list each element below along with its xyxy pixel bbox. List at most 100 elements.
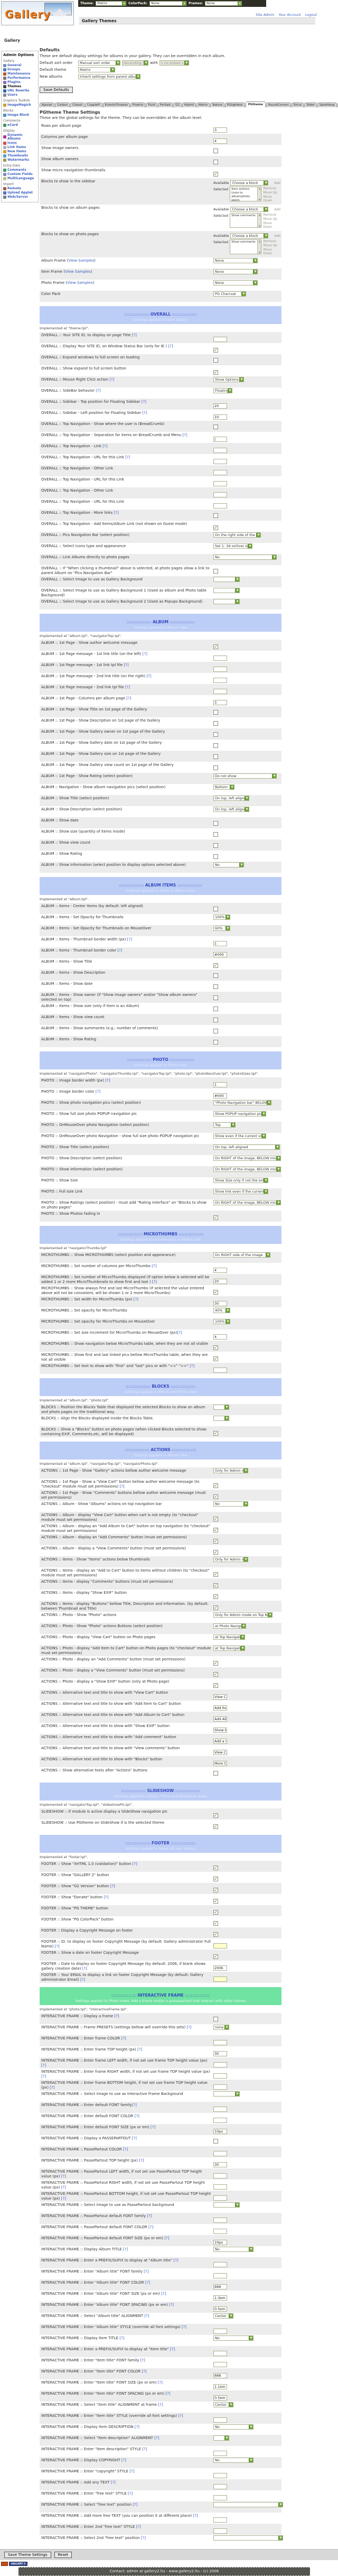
unchecked-checkbox[interactable] <box>213 569 218 574</box>
help-link[interactable]: [?] <box>121 2036 126 2041</box>
setting-input[interactable] <box>213 2395 227 2400</box>
unchecked-checkbox[interactable] <box>213 754 218 759</box>
setting-select[interactable]: none ▼ <box>213 2025 229 2030</box>
userbar-link-your-account[interactable]: Your Account <box>278 13 301 17</box>
setting-select[interactable]: Show POPUP navigation pic ▼ <box>213 1111 266 1116</box>
setting-input[interactable] <box>213 2184 227 2190</box>
setting-select[interactable]: Show even if the current view is the ful… <box>213 1133 266 1139</box>
help-link[interactable]: [?] <box>177 1331 182 1335</box>
userbar-link-site-admin[interactable]: Site Admin <box>256 13 275 17</box>
tab-splathang[interactable]: SplatHang <box>317 103 337 107</box>
setting-input[interactable] <box>213 655 227 661</box>
setting-input[interactable] <box>213 1082 227 1087</box>
help-link[interactable]: [?] <box>123 2247 128 2251</box>
help-link[interactable]: [?] <box>151 2125 156 2129</box>
setting-input[interactable] <box>213 1761 227 1766</box>
userbar-link-logout[interactable]: Logout <box>305 13 317 17</box>
unchecked-checkbox[interactable] <box>213 513 218 518</box>
breadcrumb[interactable]: Gallery <box>4 38 21 43</box>
listbox-scrollbar[interactable]: ▲ ▼ <box>257 187 261 201</box>
help-link[interactable]: [?] <box>164 2236 170 2240</box>
checked-checkbox[interactable]: ✓ <box>213 1866 218 1870</box>
tab-matrix[interactable]: Matrix <box>196 103 210 107</box>
setting-input[interactable] <box>213 2528 227 2534</box>
setting-input[interactable] <box>213 2484 227 2489</box>
unchecked-checkbox[interactable] <box>213 854 218 859</box>
unchecked-checkbox[interactable] <box>213 710 218 715</box>
new-albums-select[interactable]: Inherit settings from parent album ▼ <box>78 74 140 79</box>
move-down-link[interactable]: Move Down <box>263 248 273 255</box>
setting-input[interactable] <box>213 2262 227 2267</box>
setting-input[interactable] <box>213 1705 227 1711</box>
help-link[interactable]: [?] <box>182 433 187 437</box>
help-link[interactable]: [?] <box>178 2414 183 2418</box>
unchecked-checkbox[interactable] <box>213 821 218 826</box>
setting-input[interactable] <box>213 459 227 464</box>
setting-select[interactable]: ▼ <box>213 2202 240 2208</box>
help-link[interactable]: [?] <box>181 2325 187 2329</box>
selected-blocks-listbox[interactable]: Show comments ▲ ▼ <box>230 213 262 228</box>
move-up-link[interactable]: Move Up <box>263 191 277 195</box>
help-link[interactable]: [?] <box>168 2303 174 2307</box>
default-sort-order-select[interactable]: Manual sort order ▼ <box>78 60 120 66</box>
checked-checkbox[interactable]: ✓ <box>213 1899 218 1904</box>
tab-g1[interactable]: G1 <box>173 103 182 107</box>
setting-input[interactable] <box>213 2473 227 2478</box>
setting-input[interactable] <box>213 667 227 672</box>
setting-select[interactable]: Only for Admin mode on Top Navigation ba… <box>213 1612 273 1618</box>
sidebar-item-thumbnails[interactable]: Thumbnails <box>3 154 37 158</box>
help-link[interactable]: [?] <box>110 2480 116 2485</box>
setting-input[interactable] <box>213 2107 227 2112</box>
setting-input[interactable] <box>213 337 227 342</box>
checked-checkbox[interactable]: ✓ <box>213 1356 218 1361</box>
help-link[interactable]: [?] <box>136 2525 141 2529</box>
checked-checkbox[interactable]: ✓ <box>213 1528 218 1532</box>
help-link[interactable]: [?] <box>61 2174 66 2178</box>
unchecked-checkbox[interactable] <box>213 149 218 153</box>
help-link[interactable]: [?] <box>161 2292 166 2296</box>
setting-input[interactable] <box>213 1739 227 1744</box>
setting-input[interactable] <box>213 2051 227 2056</box>
help-link[interactable]: [?] <box>109 377 115 382</box>
move-up-link[interactable]: Move Up <box>263 217 277 221</box>
help-link[interactable]: [?] <box>117 948 123 953</box>
setting-select[interactable]: No ▼ <box>213 2424 253 2430</box>
reset-button[interactable]: Reset <box>54 2552 72 2558</box>
setting-input[interactable] <box>213 1268 227 1273</box>
setting-input[interactable] <box>213 2362 227 2367</box>
help-link[interactable]: [?] <box>132 2136 137 2140</box>
help-link[interactable]: [?] <box>123 2147 128 2152</box>
tab-ajaxian[interactable]: Ajaxian <box>40 103 55 107</box>
help-link[interactable]: [?] <box>132 333 137 337</box>
tab-carbon[interactable]: Carbon <box>55 103 70 107</box>
remove-block-link[interactable]: Remove <box>263 187 276 190</box>
setting-select[interactable]: No ▼ <box>213 2247 253 2252</box>
setting-select[interactable]: ▼ <box>213 2502 283 2507</box>
unchecked-checkbox[interactable] <box>213 2139 218 2144</box>
view-samples-link[interactable]: View Samples <box>68 258 95 263</box>
move-up-link[interactable]: Move Up <box>263 244 277 247</box>
help-link[interactable]: [?] <box>152 1280 157 1284</box>
setting-select[interactable]: Bottom ▼ <box>213 784 234 790</box>
setting-input[interactable] <box>213 492 227 497</box>
setting-select[interactable]: On RIGHT of the image, BELOW microthumbs… <box>213 1156 281 1161</box>
setting-input[interactable] <box>213 2073 227 2079</box>
setting-select[interactable]: Do not show ▼ <box>213 773 277 779</box>
setting-input[interactable] <box>213 2195 227 2201</box>
help-link[interactable]: [?] <box>158 2403 163 2407</box>
help-link[interactable]: [?] <box>142 652 147 656</box>
help-link[interactable]: [?] <box>142 2369 147 2374</box>
setting-select[interactable]: Center ▼ <box>213 2313 233 2319</box>
setting-select[interactable]: ▼ <box>213 2435 229 2441</box>
listbox-scrollbar[interactable]: ▲ ▼ <box>257 214 261 227</box>
setting-select[interactable]: at Top Navigation bar▼ <box>213 1646 245 1651</box>
remove-block-link[interactable]: Remove <box>263 239 276 243</box>
setting-input[interactable] <box>213 2151 227 2156</box>
help-link[interactable]: [?] <box>82 1966 87 1971</box>
setting-select[interactable]: ▼ <box>213 1405 229 1410</box>
help-link[interactable]: [?] <box>127 937 132 941</box>
setting-input[interactable] <box>213 1716 227 1722</box>
checked-checkbox[interactable]: ✓ <box>213 1910 218 1915</box>
setting-input[interactable] <box>213 2351 227 2356</box>
checked-checkbox[interactable]: ✓ <box>213 1572 218 1577</box>
